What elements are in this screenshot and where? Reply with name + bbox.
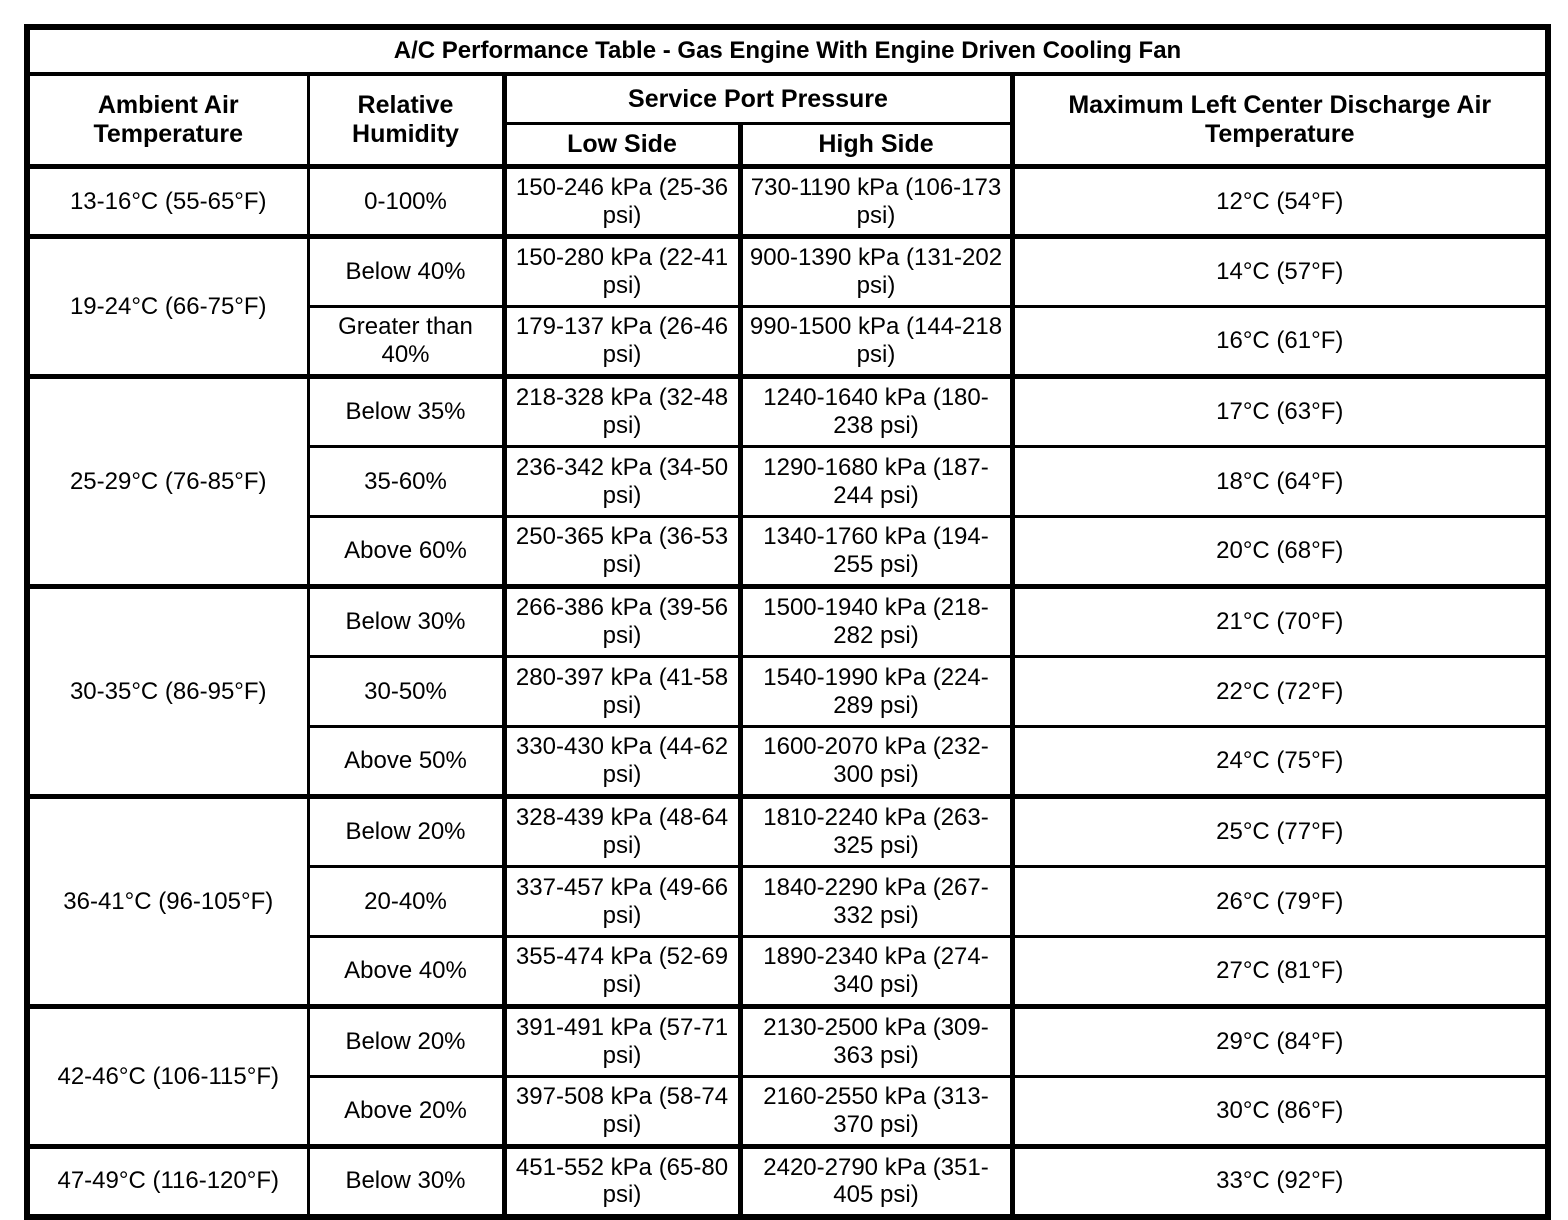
- humidity-cell: Below 20%: [306, 1004, 506, 1078]
- humidity-cell: Above 60%: [306, 515, 506, 588]
- low-side-pressure-cell: 150-280 kPa (22-41 psi): [501, 234, 742, 308]
- ambient-temperature-cell: 36-41°C (96-105°F): [25, 794, 310, 1008]
- low-side-pressure-cell: 451-552 kPa (65-80 psi): [501, 1144, 742, 1218]
- header-high-side: High Side: [737, 122, 1014, 169]
- discharge-temperature-cell: 18°C (64°F): [1009, 445, 1550, 518]
- header-low-side: Low Side: [501, 122, 742, 169]
- high-side-pressure-cell: 2160-2550 kPa (313-370 psi): [737, 1075, 1014, 1148]
- discharge-temperature-cell: 33°C (92°F): [1009, 1144, 1550, 1218]
- table-row: 20-40% 337-457 kPa (49-66 psi) 1840-2290 k…: [27, 865, 1550, 938]
- high-side-pressure-cell: 1890-2340 kPa (274-340 psi): [737, 935, 1014, 1008]
- humidity-cell: Below 35%: [306, 374, 506, 448]
- low-side-pressure-cell: 250-365 kPa (36-53 psi): [501, 515, 742, 588]
- table-row: Above 50% 330-430 kPa (44-62 psi) 1600-207…: [27, 725, 1550, 798]
- low-side-pressure-cell: 355-474 kPa (52-69 psi): [501, 935, 742, 1008]
- humidity-cell: Above 50%: [306, 725, 506, 798]
- low-side-pressure-cell: 179-137 kPa (26-46 psi): [501, 305, 742, 378]
- low-side-pressure-cell: 328-439 kPa (48-64 psi): [501, 794, 742, 868]
- low-side-pressure-cell: 266-386 kPa (39-56 psi): [501, 584, 742, 658]
- discharge-temperature-cell: 26°C (79°F): [1009, 865, 1550, 938]
- table-row: 42-46°C (106-115°F) Below 20% 391-491 kPa …: [25, 1004, 1550, 1148]
- table-row: 19-24°C (66-75°F) Below 40% 150-280 kPa (2…: [25, 234, 1550, 378]
- discharge-temperature-cell: 22°C (72°F): [1009, 655, 1550, 728]
- ambient-temperature-cell: 47-49°C (116-120°F): [25, 1144, 310, 1218]
- humidity-cell: Above 40%: [306, 935, 506, 1008]
- table-row: 47-49°C (116-120°F) Below 30% 451-552 kPa …: [25, 1144, 1550, 1218]
- discharge-temperature-cell: 30°C (86°F): [1009, 1075, 1550, 1148]
- high-side-pressure-cell: 1340-1760 kPa (194-255 psi): [737, 515, 1014, 588]
- humidity-cell: 20-40%: [306, 865, 506, 938]
- discharge-temperature-cell: 20°C (68°F): [1009, 515, 1550, 588]
- table-row: Above 20% 397-508 kPa (58-74 psi) 2160-255…: [27, 1075, 1550, 1148]
- header-row-top: Ambient Air Temperature Relative Humidit…: [25, 72, 1550, 169]
- humidity-cell: Below 30%: [306, 1144, 506, 1218]
- table-row: Greater than 40% 179-137 kPa (26-46 psi) 9…: [27, 305, 1550, 378]
- discharge-temperature-cell: 29°C (84°F): [1009, 1004, 1550, 1078]
- title-row: A/C Performance Table - Gas Engine With …: [25, 25, 1550, 76]
- ambient-temperature-cell: 25-29°C (76-85°F): [25, 374, 310, 588]
- humidity-cell: Greater than 40%: [306, 305, 506, 378]
- table-row: 13-16°C (55-65°F) 0-100% 150-246 kPa (25-3…: [25, 164, 1550, 238]
- humidity-cell: Above 20%: [306, 1075, 506, 1148]
- high-side-pressure-cell: 2420-2790 kPa (351-405 psi): [737, 1144, 1014, 1218]
- low-side-pressure-cell: 337-457 kPa (49-66 psi): [501, 865, 742, 938]
- humidity-cell: 35-60%: [306, 445, 506, 518]
- ambient-temperature-cell: 13-16°C (55-65°F): [25, 164, 310, 238]
- humidity-cell: 0-100%: [306, 164, 506, 238]
- high-side-pressure-cell: 1600-2070 kPa (232-300 psi): [737, 725, 1014, 798]
- table-row: 35-60% 236-342 kPa (34-50 psi) 1290-1680 k…: [27, 445, 1550, 518]
- table-row: Above 40% 355-474 kPa (52-69 psi) 1890-234…: [27, 935, 1550, 1008]
- header-relative-humidity: Relative Humidity: [306, 72, 506, 169]
- ambient-temperature-cell: 42-46°C (106-115°F): [25, 1004, 310, 1148]
- humidity-cell: 30-50%: [306, 655, 506, 728]
- low-side-pressure-cell: 218-328 kPa (32-48 psi): [501, 374, 742, 448]
- table-title: A/C Performance Table - Gas Engine With …: [25, 25, 1550, 76]
- humidity-cell: Below 20%: [306, 794, 506, 868]
- discharge-temperature-cell: 12°C (54°F): [1009, 164, 1550, 238]
- high-side-pressure-cell: 900-1390 kPa (131-202 psi): [737, 234, 1014, 308]
- header-service-port-pressure: Service Port Pressure: [501, 72, 1014, 125]
- discharge-temperature-cell: 21°C (70°F): [1009, 584, 1550, 658]
- ambient-temperature-cell: 19-24°C (66-75°F): [25, 234, 310, 378]
- table-row: 30-50% 280-397 kPa (41-58 psi) 1540-1990 k…: [27, 655, 1550, 728]
- high-side-pressure-cell: 1290-1680 kPa (187-244 psi): [737, 445, 1014, 518]
- low-side-pressure-cell: 236-342 kPa (34-50 psi): [501, 445, 742, 518]
- high-side-pressure-cell: 2130-2500 kPa (309-363 psi): [737, 1004, 1014, 1078]
- low-side-pressure-cell: 150-246 kPa (25-36 psi): [501, 164, 742, 238]
- high-side-pressure-cell: 1540-1990 kPa (224-289 psi): [737, 655, 1014, 728]
- table-body: 13-16°C (55-65°F) 0-100% 150-246 kPa (25-3…: [25, 164, 1550, 1218]
- high-side-pressure-cell: 730-1190 kPa (106-173 psi): [737, 164, 1014, 238]
- header-row-sub: Low Side High Side: [27, 122, 1548, 169]
- table-row: 30-35°C (86-95°F) Below 30% 266-386 kPa (3…: [25, 584, 1550, 798]
- high-side-pressure-cell: 1810-2240 kPa (263-325 psi): [737, 794, 1014, 868]
- low-side-pressure-cell: 280-397 kPa (41-58 psi): [501, 655, 742, 728]
- table-row: 36-41°C (96-105°F) Below 20% 328-439 kPa (…: [25, 794, 1550, 1008]
- ambient-temperature-cell: 30-35°C (86-95°F): [25, 584, 310, 798]
- humidity-cell: Below 30%: [306, 584, 506, 658]
- discharge-temperature-cell: 14°C (57°F): [1009, 234, 1550, 308]
- low-side-pressure-cell: 391-491 kPa (57-71 psi): [501, 1004, 742, 1078]
- discharge-temperature-cell: 25°C (77°F): [1009, 794, 1550, 868]
- discharge-temperature-cell: 24°C (75°F): [1009, 725, 1550, 798]
- table-row: 25-29°C (76-85°F) Below 35% 218-328 kPa (3…: [25, 374, 1550, 588]
- header-max-discharge-temperature: Maximum Left Center Discharge Air Temper…: [1009, 72, 1550, 169]
- humidity-cell: Below 40%: [306, 234, 506, 308]
- low-side-pressure-cell: 397-508 kPa (58-74 psi): [501, 1075, 742, 1148]
- high-side-pressure-cell: 990-1500 kPa (144-218 psi): [737, 305, 1014, 378]
- performance-table: A/C Performance Table - Gas Engine With …: [24, 24, 1551, 1220]
- high-side-pressure-cell: 1500-1940 kPa (218-282 psi): [737, 584, 1014, 658]
- table-row: Above 60% 250-365 kPa (36-53 psi) 1340-176…: [27, 515, 1550, 588]
- discharge-temperature-cell: 16°C (61°F): [1009, 305, 1550, 378]
- discharge-temperature-cell: 27°C (81°F): [1009, 935, 1550, 1008]
- high-side-pressure-cell: 1240-1640 kPa (180-238 psi): [737, 374, 1014, 448]
- header-ambient-air-temperature: Ambient Air Temperature: [25, 72, 310, 169]
- low-side-pressure-cell: 330-430 kPa (44-62 psi): [501, 725, 742, 798]
- discharge-temperature-cell: 17°C (63°F): [1009, 374, 1550, 448]
- high-side-pressure-cell: 1840-2290 kPa (267-332 psi): [737, 865, 1014, 938]
